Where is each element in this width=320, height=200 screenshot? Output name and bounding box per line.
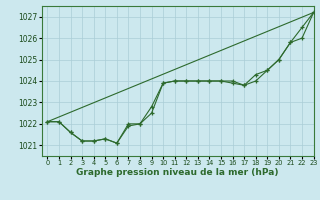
- X-axis label: Graphe pression niveau de la mer (hPa): Graphe pression niveau de la mer (hPa): [76, 168, 279, 177]
